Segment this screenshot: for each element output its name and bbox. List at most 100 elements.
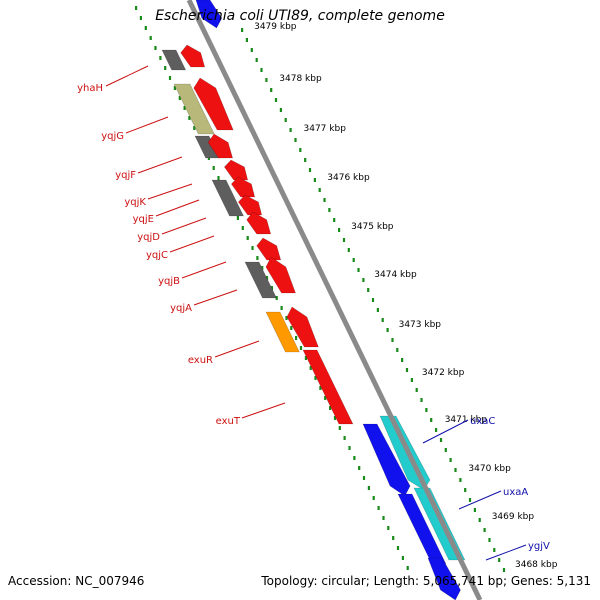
scale-dot [274, 98, 278, 102]
scale-dot [391, 338, 394, 342]
scale-dot [483, 528, 486, 532]
scale-dot [255, 58, 258, 62]
scale-dot [246, 236, 249, 240]
gene-label-exuR: exuR [188, 355, 213, 366]
scale-dot [173, 86, 176, 90]
gene-leader-line [105, 65, 149, 87]
scale-dot [324, 396, 327, 400]
scale-dot [149, 36, 152, 40]
scale-dot [241, 28, 244, 32]
scale-dot [241, 226, 244, 230]
gene-feature-red [265, 256, 296, 294]
tick-label-kbp: 3476 kbp [327, 173, 370, 183]
scale-dot [212, 166, 215, 170]
gene-feature-red [180, 44, 206, 68]
gene-leader-line [241, 402, 286, 419]
scale-dot [372, 496, 375, 500]
tick-label-kbp: 3471 kbp [445, 415, 488, 425]
tick-label-kbp: 3479 kbp [254, 22, 297, 32]
tick-label-kbp: 3474 kbp [374, 270, 417, 280]
gene-feature-blue [362, 423, 411, 497]
scale-dot [468, 498, 472, 502]
scale-dot [280, 306, 283, 310]
gene-label-yqjE: yqjE [133, 214, 154, 225]
gene-feature-red [193, 77, 234, 131]
scale-dot [217, 176, 220, 180]
scale-dot [353, 456, 356, 460]
scale-dot [308, 168, 312, 172]
gene-leader-line [137, 156, 183, 174]
tick-label-kbp: 3478 kbp [279, 74, 322, 84]
gene-feature-gray [161, 49, 187, 71]
genome-title: Escherichia coli UTI89, complete genome [155, 8, 445, 24]
gene-label-yqjD: yqjD [137, 232, 160, 243]
scale-dot [313, 178, 316, 182]
gene-leader-line [147, 183, 193, 200]
scale-dot [382, 516, 385, 520]
scale-dot [333, 416, 337, 420]
tick-label-kbp: 3473 kbp [399, 320, 442, 330]
scale-dot [439, 438, 443, 442]
gene-label-uxaA: uxaA [503, 487, 528, 498]
scale-dot [444, 448, 447, 452]
gene-feature-blue [195, 0, 223, 29]
gene-feature-red [207, 133, 233, 159]
scale-dot [323, 198, 326, 202]
accession-text: Accession: NC_007946 [8, 574, 145, 588]
gene-feature-red [256, 237, 282, 261]
scale-dot [410, 378, 413, 382]
gene-leader-line [193, 289, 238, 306]
scale-dot [178, 96, 181, 100]
tick-label-kbp: 3469 kbp [492, 512, 535, 522]
gene-label-yqjG: yqjG [101, 131, 124, 142]
scale-dot [415, 388, 418, 392]
scale-dot [328, 208, 331, 212]
scale-dot [139, 16, 142, 20]
scale-dot [338, 228, 341, 232]
gene-leader-line [422, 419, 469, 444]
scale-dot [454, 468, 457, 472]
tick-label-kbp: 3468 kbp [515, 560, 558, 570]
kbp-ticks: 3479 kbp 3478 kbp 3477 kbp 3476 kbp 3475 kbp… [254, 22, 558, 570]
scale-dot [135, 6, 138, 10]
scale-dot [473, 508, 476, 512]
gene-feature-gray [244, 261, 277, 299]
scale-dot [309, 366, 312, 370]
scale-dot [329, 406, 332, 410]
scale-dot [333, 218, 336, 222]
inner-scale-dots [241, 28, 506, 572]
scale-dot [406, 566, 409, 570]
scale-dot [338, 426, 341, 430]
scale-dot [343, 436, 346, 440]
scale-dot [295, 336, 298, 340]
scale-dot [478, 518, 481, 522]
scale-dot [348, 446, 351, 450]
gene-label-yqjB: yqjB [158, 276, 180, 287]
gene-leader-line [214, 340, 260, 358]
scale-dot [387, 526, 390, 530]
scale-dot [386, 328, 389, 332]
gene-feature-blue [397, 493, 447, 565]
scale-dot [381, 318, 384, 322]
tick-label-kbp: 3470 kbp [468, 464, 511, 474]
scale-dot [270, 88, 273, 92]
genome-summary: Topology: circular; Length: 5,065,741 bp… [261, 574, 591, 588]
scale-dot [488, 538, 491, 542]
scale-dot [256, 256, 259, 260]
scale-dot [502, 568, 506, 572]
scale-dot [367, 288, 370, 292]
scale-dot [144, 26, 147, 30]
scale-dot [377, 506, 380, 510]
scale-dot [250, 48, 253, 52]
scale-dot [290, 326, 293, 330]
gene-label-yqjK: yqjK [124, 197, 146, 208]
scale-dot [294, 138, 297, 142]
gene-leader-line [155, 199, 200, 217]
scale-dot [168, 76, 172, 80]
scale-dot [319, 386, 322, 390]
scale-dot [367, 486, 370, 490]
scale-dot [449, 458, 452, 462]
scale-dot [159, 56, 162, 60]
scale-dot [362, 476, 366, 480]
